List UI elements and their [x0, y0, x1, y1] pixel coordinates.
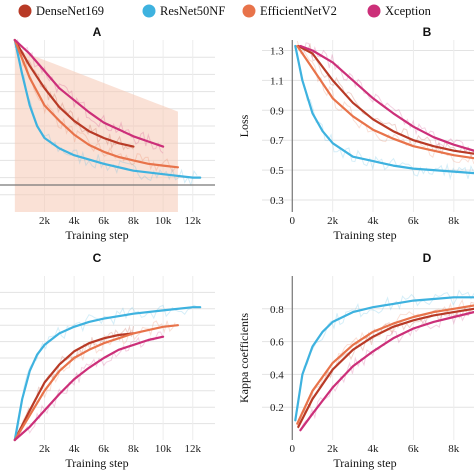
- x-tick-label: 8k: [128, 443, 140, 455]
- y-tick-label: 1.1: [270, 75, 284, 87]
- x-axis-label: Training step: [333, 456, 396, 470]
- series-line-efficientnetv2: [296, 44, 474, 160]
- chart-panel-b: B 0 2k 4k 6k 8k 1.3 1.1 0.9 0.7 0.5 0.3 Training ste…: [237, 25, 474, 242]
- x-tick-label: 2k: [327, 215, 339, 227]
- x-tick-label: 0: [290, 443, 296, 455]
- x-tick-label: 2k: [327, 443, 339, 455]
- series-line-xception: [13, 335, 165, 442]
- series-line-densenet169: [13, 38, 135, 148]
- y-tick-label: 0.4: [270, 369, 284, 381]
- series-line-resnet50nf: [13, 38, 202, 179]
- legend-marker-xception: [367, 4, 381, 18]
- legend: DenseNet169 ResNet50NF EfficientNetV2 Xc…: [18, 4, 432, 18]
- legend-label-densenet169: DenseNet169: [36, 4, 104, 18]
- x-tick-label: 4k: [368, 215, 380, 227]
- legend-label-xception: Xception: [385, 4, 432, 18]
- series-line-resnet50nf: [13, 306, 202, 442]
- series-line-xception: [299, 44, 474, 152]
- series-line-efficientnetv2: [296, 304, 474, 425]
- series-line-efficientnetv2: [13, 324, 179, 442]
- x-tick-label: 6k: [98, 215, 110, 227]
- panel-letter-b: B: [423, 25, 432, 39]
- x-tick-label: 12k: [185, 443, 202, 455]
- raw-trace-xception: [14, 331, 164, 441]
- legend-label-resnet50nf: ResNet50NF: [160, 4, 225, 18]
- x-axis-label: Training step: [333, 228, 396, 242]
- y-tick-label: 0.9: [270, 105, 284, 117]
- panels: A 2k 4k 6k 8k 10k 12k Training step B 0 2k 4k 6k 8k 1.…: [0, 25, 474, 470]
- x-tick-label: 2k: [39, 443, 51, 455]
- y-tick-label: 0.7: [270, 135, 284, 147]
- x-tick-label: 4k: [69, 443, 81, 455]
- gridlines: [0, 276, 215, 440]
- raw-trace-resnet50nf: [14, 304, 198, 441]
- raw-trace-resnet50nf: [294, 46, 474, 181]
- panel-letter-d: D: [423, 251, 432, 265]
- series-line-resnet50nf: [294, 296, 474, 422]
- x-tick-label: 2k: [39, 215, 51, 227]
- chart-panel-a: A 2k 4k 6k 8k 10k 12k Training step: [0, 25, 215, 242]
- series-line-resnet50nf: [294, 44, 474, 175]
- raw-trace-densenet169: [297, 301, 474, 430]
- x-tick-label: 4k: [69, 215, 81, 227]
- y-tick-label: 1.3: [270, 45, 284, 57]
- raw-trace-efficientnetv2: [296, 40, 474, 165]
- y-axis-label: Loss: [237, 114, 251, 137]
- y-axis-label: Kappa coefficients: [237, 313, 251, 403]
- raw-trace-efficientnetv2: [296, 299, 474, 426]
- y-tick-label: 0.2: [270, 402, 284, 414]
- chart-panel-c: C 2k 4k 6k 8k 10k 12k Training step: [0, 251, 215, 470]
- raw-trace-resnet50nf: [14, 39, 198, 187]
- raw-trace-densenet169: [14, 39, 134, 151]
- y-tick-label: 0.3: [270, 195, 284, 207]
- x-axis-label: Training step: [65, 456, 128, 470]
- x-tick-label: 10k: [155, 443, 172, 455]
- x-tick-label: 8k: [128, 215, 140, 227]
- y-tick-label: 0.8: [270, 304, 284, 316]
- series-line-xception: [13, 38, 165, 148]
- series-line-densenet169: [13, 332, 135, 442]
- x-tick-label: 12k: [185, 215, 202, 227]
- x-tick-label: 8k: [448, 215, 460, 227]
- x-tick-label: 4k: [368, 443, 380, 455]
- legend-label-efficientnetv2: EfficientNetV2: [260, 4, 337, 18]
- chart-panel-d: D 0 2k 4k 6k 8k 0.8 0.6 0.4 0.2 Training step Kappa…: [237, 251, 474, 470]
- series-line-efficientnetv2: [13, 38, 179, 169]
- panel-letter-a: A: [93, 25, 102, 39]
- x-tick-label: 6k: [408, 443, 420, 455]
- x-axis-label: Training step: [65, 228, 128, 242]
- y-tick-label: 0.5: [270, 165, 284, 177]
- x-tick-label: 0: [290, 215, 296, 227]
- gridlines: [262, 276, 474, 440]
- legend-marker-efficientnetv2: [242, 4, 256, 18]
- raw-trace-xception: [299, 308, 474, 432]
- series-line-densenet169: [297, 44, 474, 155]
- x-tick-label: 6k: [408, 215, 420, 227]
- y-tick-label: 0.6: [270, 337, 284, 349]
- x-tick-label: 6k: [98, 443, 110, 455]
- series-line-xception: [299, 311, 474, 432]
- legend-marker-densenet169: [18, 4, 32, 18]
- panel-letter-c: C: [93, 251, 102, 265]
- x-tick-label: 8k: [448, 443, 460, 455]
- legend-marker-resnet50nf: [142, 4, 156, 18]
- series-line-densenet169: [297, 307, 474, 428]
- x-tick-label: 10k: [155, 215, 172, 227]
